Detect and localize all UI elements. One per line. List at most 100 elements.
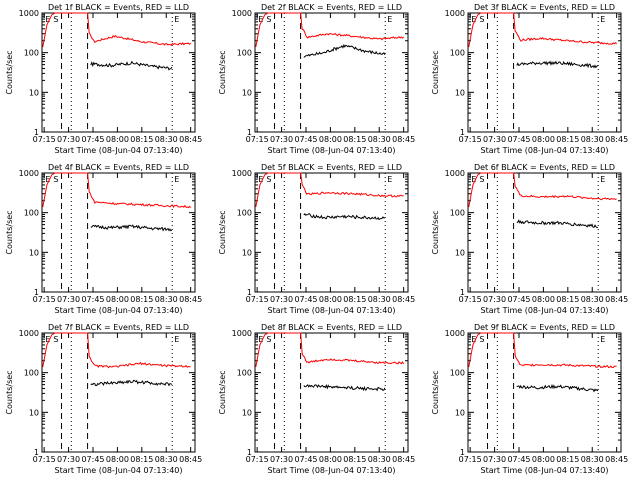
chart-title: Det 5f BLACK = Events, RED = LLD	[261, 163, 402, 172]
x-tick-label: 08:00	[106, 135, 129, 144]
y-axis-label: Counts/sec	[218, 210, 227, 254]
plot-frame	[254, 12, 409, 133]
marker-label: S	[266, 335, 271, 344]
x-axis-label: Start Time (08-Jun-04 07:13:40)	[55, 306, 183, 315]
marker-label: E	[45, 335, 50, 344]
y-axis-label: Counts/sec	[5, 370, 14, 414]
events-series-line	[90, 60, 173, 71]
lld-series-line	[42, 332, 191, 369]
x-axis-label: Start Time (08-Jun-04 07:13:40)	[481, 466, 609, 475]
y-axis-label: Counts/sec	[431, 50, 440, 94]
chart-title: Det 3f BLACK = Events, RED = LLD	[474, 3, 615, 12]
x-tick-label: 08:00	[319, 295, 342, 304]
x-tick-label: 08:30	[155, 295, 178, 304]
marker-label: E	[45, 175, 50, 184]
x-tick-label: 07:15	[33, 295, 56, 304]
x-tick-label: 08:00	[106, 295, 129, 304]
panel-det-4f: Det 4f BLACK = Events, RED = LLD 1 10 100 10…	[5, 163, 202, 315]
x-tick-label: 07:30	[270, 295, 293, 304]
marker-label: E	[387, 15, 392, 24]
marker-label: S	[479, 335, 484, 344]
marker-label: E	[174, 175, 179, 184]
marker-label: E	[258, 15, 263, 24]
x-axis-label: Start Time (08-Jun-04 07:13:40)	[481, 146, 609, 155]
marker-label: E	[45, 15, 50, 24]
marker-label: E	[387, 175, 392, 184]
plot-frame	[467, 332, 622, 453]
x-tick-label: 07:15	[459, 455, 482, 464]
x-tick-label: 08:30	[581, 295, 604, 304]
y-axis-label: Counts/sec	[431, 210, 440, 254]
marker-label: E	[471, 175, 476, 184]
marker-label: E	[600, 175, 605, 184]
x-tick-label: 08:45	[392, 455, 415, 464]
y-tick-label: 1	[460, 448, 465, 457]
panel-det-5f: Det 5f BLACK = Events, RED = LLD 1 10 100 10…	[218, 163, 415, 315]
events-series-line	[303, 43, 386, 58]
y-tick-label: 1	[34, 128, 39, 137]
y-tick-label: 1000	[19, 9, 39, 18]
lld-series-line	[468, 12, 617, 47]
x-tick-label: 08:45	[179, 455, 202, 464]
x-tick-label: 08:45	[179, 135, 202, 144]
marker-label: S	[266, 15, 271, 24]
x-tick-label: 08:15	[556, 135, 579, 144]
x-tick-label: 07:15	[246, 295, 269, 304]
chart-title: Det 1f BLACK = Events, RED = LLD	[48, 3, 189, 12]
y-tick-label: 1000	[232, 329, 252, 338]
x-tick-label: 07:15	[459, 295, 482, 304]
y-tick-label: 1	[34, 288, 39, 297]
marker-label: E	[258, 175, 263, 184]
lld-series-line	[255, 332, 405, 367]
x-axis-label: Start Time (08-Jun-04 07:13:40)	[268, 466, 396, 475]
y-tick-label: 1	[247, 448, 252, 457]
y-tick-label: 100	[237, 49, 252, 58]
marker-label: S	[53, 175, 58, 184]
x-tick-label: 08:30	[368, 135, 391, 144]
events-series-line	[303, 212, 385, 221]
panel-det-3f: Det 3f BLACK = Events, RED = LLD 1 10 100 10…	[431, 3, 628, 155]
x-tick-label: 07:30	[270, 455, 293, 464]
marker-label: S	[266, 175, 271, 184]
x-tick-label: 07:30	[57, 135, 80, 144]
events-series-line	[516, 383, 599, 393]
y-tick-label: 1	[460, 128, 465, 137]
x-axis-label: Start Time (08-Jun-04 07:13:40)	[55, 146, 183, 155]
marker-label: E	[174, 335, 179, 344]
marker-label: S	[479, 15, 484, 24]
y-tick-label: 10	[242, 408, 252, 417]
y-tick-label: 100	[24, 49, 39, 58]
y-tick-label: 100	[24, 209, 39, 218]
events-series-line	[90, 224, 173, 232]
panel-det-2f: Det 2f BLACK = Events, RED = LLD 1 10 100 10…	[218, 3, 415, 155]
marker-label: E	[258, 335, 263, 344]
x-tick-label: 07:45	[294, 455, 317, 464]
plot-frame	[41, 12, 196, 133]
x-tick-label: 07:45	[507, 135, 530, 144]
marker-label: E	[174, 15, 179, 24]
x-tick-label: 07:15	[33, 455, 56, 464]
events-series-line	[90, 379, 173, 387]
lld-series-line	[255, 12, 404, 47]
y-tick-label: 1000	[19, 169, 39, 178]
y-tick-label: 10	[29, 248, 39, 257]
x-tick-label: 08:00	[319, 455, 342, 464]
plot-frame	[467, 172, 622, 293]
x-tick-label: 07:45	[294, 135, 317, 144]
lld-series-line	[42, 12, 191, 47]
events-series-line	[303, 383, 386, 392]
marker-label: E	[600, 15, 605, 24]
x-tick-label: 08:30	[581, 135, 604, 144]
x-tick-label: 08:00	[532, 295, 555, 304]
y-tick-label: 100	[450, 49, 465, 58]
x-tick-label: 08:45	[179, 295, 202, 304]
marker-label: E	[387, 335, 392, 344]
y-tick-label: 10	[29, 88, 39, 97]
x-tick-label: 07:45	[81, 455, 104, 464]
x-tick-label: 07:45	[294, 295, 317, 304]
marker-label: S	[53, 15, 58, 24]
chart-title: Det 2f BLACK = Events, RED = LLD	[261, 3, 402, 12]
panel-det-7f: Det 7f BLACK = Events, RED = LLD 1 10 100 10…	[5, 323, 202, 475]
chart-title: Det 6f BLACK = Events, RED = LLD	[474, 163, 615, 172]
y-axis-label: Counts/sec	[5, 210, 14, 254]
